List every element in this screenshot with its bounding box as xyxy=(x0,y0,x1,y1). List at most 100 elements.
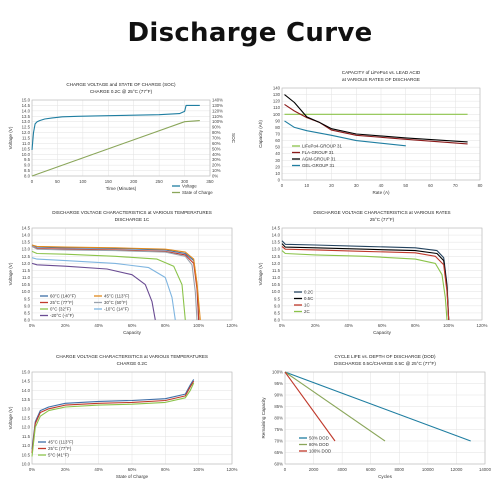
y-tick-label: 14.0 xyxy=(272,233,281,238)
y2-axis-label: SOC xyxy=(231,133,236,144)
y-tick-label: 130 xyxy=(273,92,281,97)
series-line-3 xyxy=(31,382,195,457)
y-tick-label: 8.0 xyxy=(24,174,31,179)
x-tick-label: 100 xyxy=(79,179,87,184)
y-tick-label: 13.5 xyxy=(22,240,31,245)
y-tick-label: 9.5 xyxy=(274,296,281,301)
y2-tick-label: 100% xyxy=(212,119,223,124)
x-tick-label: 40% xyxy=(94,467,103,472)
legend-label: Voltage xyxy=(182,184,197,189)
y-tick-label: 30 xyxy=(275,158,280,163)
x-axis-label: Capacity xyxy=(373,330,392,335)
x-tick-label: 100% xyxy=(193,467,204,472)
x-tick-label: 10 xyxy=(304,183,309,188)
chart-title: CYCLE LIFE vs. DEPTH OF DISCHARGE (DOD) xyxy=(334,354,436,359)
y-tick-label: 13.5 xyxy=(22,114,31,119)
y-tick-label: 15.0 xyxy=(22,370,31,375)
y-tick-label: 12.5 xyxy=(22,125,31,130)
y-tick-label: 80% xyxy=(274,416,283,421)
x-tick-label: 80% xyxy=(161,467,170,472)
x-tick-label: 200 xyxy=(130,179,138,184)
x-tick-label: 40 xyxy=(379,183,384,188)
y-tick-label: 12.0 xyxy=(22,425,31,430)
y-tick-label: 15.0 xyxy=(22,98,31,103)
series-line-6 xyxy=(31,245,198,321)
y-tick-label: 13.0 xyxy=(272,247,281,252)
chart-subtitle: CHARGE 0.2C xyxy=(117,361,148,366)
x-tick-label: 120% xyxy=(477,323,488,328)
y-tick-label: 14.5 xyxy=(272,226,281,231)
legend-label: 50% DOD xyxy=(309,436,329,441)
chart-title: CHARGE VOLTAGE and STATE OF CHARGE (SOC) xyxy=(66,82,176,87)
y-tick-label: 110 xyxy=(273,105,280,110)
legend-label: 0°C (32°F) xyxy=(50,307,71,312)
legend-label: 1C xyxy=(304,303,310,308)
chart-title: DISCHARGE VOLTAGE CHARACTERISTICS at VAR… xyxy=(52,210,212,215)
y-tick-label: 12.5 xyxy=(22,254,31,259)
y-tick-label: 12.0 xyxy=(272,261,281,266)
y-tick-label: 8.0 xyxy=(274,318,281,323)
chart-subtitle: CHARGE 0.2C @ 25°C (77°F) xyxy=(90,89,153,94)
x-tick-label: 350 xyxy=(206,179,214,184)
y-tick-label: 8.5 xyxy=(24,310,31,315)
y-tick-label: 11.0 xyxy=(272,275,281,280)
y-tick-label: 100 xyxy=(273,112,281,117)
legend-label: 45°C (113°F) xyxy=(48,440,74,445)
series-line-3 xyxy=(31,250,186,321)
y2-tick-label: 60% xyxy=(212,141,221,146)
legend-label: 80% DOD xyxy=(309,442,329,447)
y-tick-label: 12.0 xyxy=(22,261,31,266)
x-tick-label: 120% xyxy=(227,467,238,472)
chart-subtitle: at VARIOUS RATES OF DISCHARGE xyxy=(342,77,420,82)
series-line-4 xyxy=(31,262,156,321)
legend-label: 25°C (77°F) xyxy=(50,300,74,305)
y-tick-label: 13.0 xyxy=(22,406,31,411)
series-line-1 xyxy=(284,371,471,442)
y-tick-label: 14.0 xyxy=(22,233,31,238)
x-tick-label: 60% xyxy=(378,323,387,328)
x-tick-label: 10000 xyxy=(422,467,435,472)
y2-tick-label: 20% xyxy=(212,163,221,168)
legend-label: 45°C (113°F) xyxy=(104,294,130,299)
y-tick-label: 9.5 xyxy=(24,157,31,162)
y-tick-label: 0 xyxy=(278,178,281,183)
x-axis-label: Rate (A) xyxy=(372,190,390,195)
series-line-3 xyxy=(284,371,336,442)
chart-cycle-life-vs-dod: CYCLE LIFE vs. DEPTH OF DISCHARGE (DOD) D… xyxy=(261,354,492,479)
y-tick-label: 14.5 xyxy=(22,226,31,231)
plot-frame xyxy=(281,87,481,181)
y2-tick-label: 10% xyxy=(212,168,221,173)
x-tick-label: 0% xyxy=(29,467,35,472)
y-tick-label: 13.5 xyxy=(22,397,31,402)
y2-tick-label: 70% xyxy=(212,136,221,141)
legend-label: LiFePo4-GROUP 31 xyxy=(302,144,342,149)
x-tick-label: 0% xyxy=(279,323,285,328)
x-tick-label: 20 xyxy=(329,183,334,188)
series-line-2 xyxy=(284,103,468,145)
y2-tick-label: 90% xyxy=(212,125,221,130)
y-tick-label: 90% xyxy=(274,393,283,398)
y2-tick-label: 0% xyxy=(212,174,218,179)
x-tick-label: 80 xyxy=(478,183,483,188)
y-tick-label: 10.5 xyxy=(272,282,281,287)
y-tick-label: 11.0 xyxy=(22,275,31,280)
x-tick-label: 60 xyxy=(428,183,433,188)
y-tick-label: 11.5 xyxy=(272,268,281,273)
y-tick-label: 11.5 xyxy=(22,268,31,273)
y2-tick-label: 140% xyxy=(212,98,223,103)
x-tick-label: 70 xyxy=(453,183,458,188)
y-tick-label: 70 xyxy=(275,132,280,137)
x-tick-label: 250 xyxy=(156,179,164,184)
legend-label: 30°C (50°F) xyxy=(104,300,128,305)
y-axis-label: Capacity (Ah) xyxy=(258,120,263,148)
y-tick-label: 10.0 xyxy=(272,289,281,294)
y-axis-label: Voltage (V) xyxy=(8,406,13,429)
chart-charge-various-temperatures: CHARGE VOLTAGE CHARACTERISTICS at VARIOU… xyxy=(8,354,238,479)
x-axis-label: State of Charge xyxy=(116,474,149,479)
y-axis-label: Voltage (V) xyxy=(8,126,13,149)
y-tick-label: 20 xyxy=(275,164,280,169)
y-tick-label: 140 xyxy=(273,86,281,91)
series-line-2 xyxy=(31,245,200,321)
y-tick-label: 40 xyxy=(275,151,280,156)
y-tick-label: 95% xyxy=(274,381,283,386)
